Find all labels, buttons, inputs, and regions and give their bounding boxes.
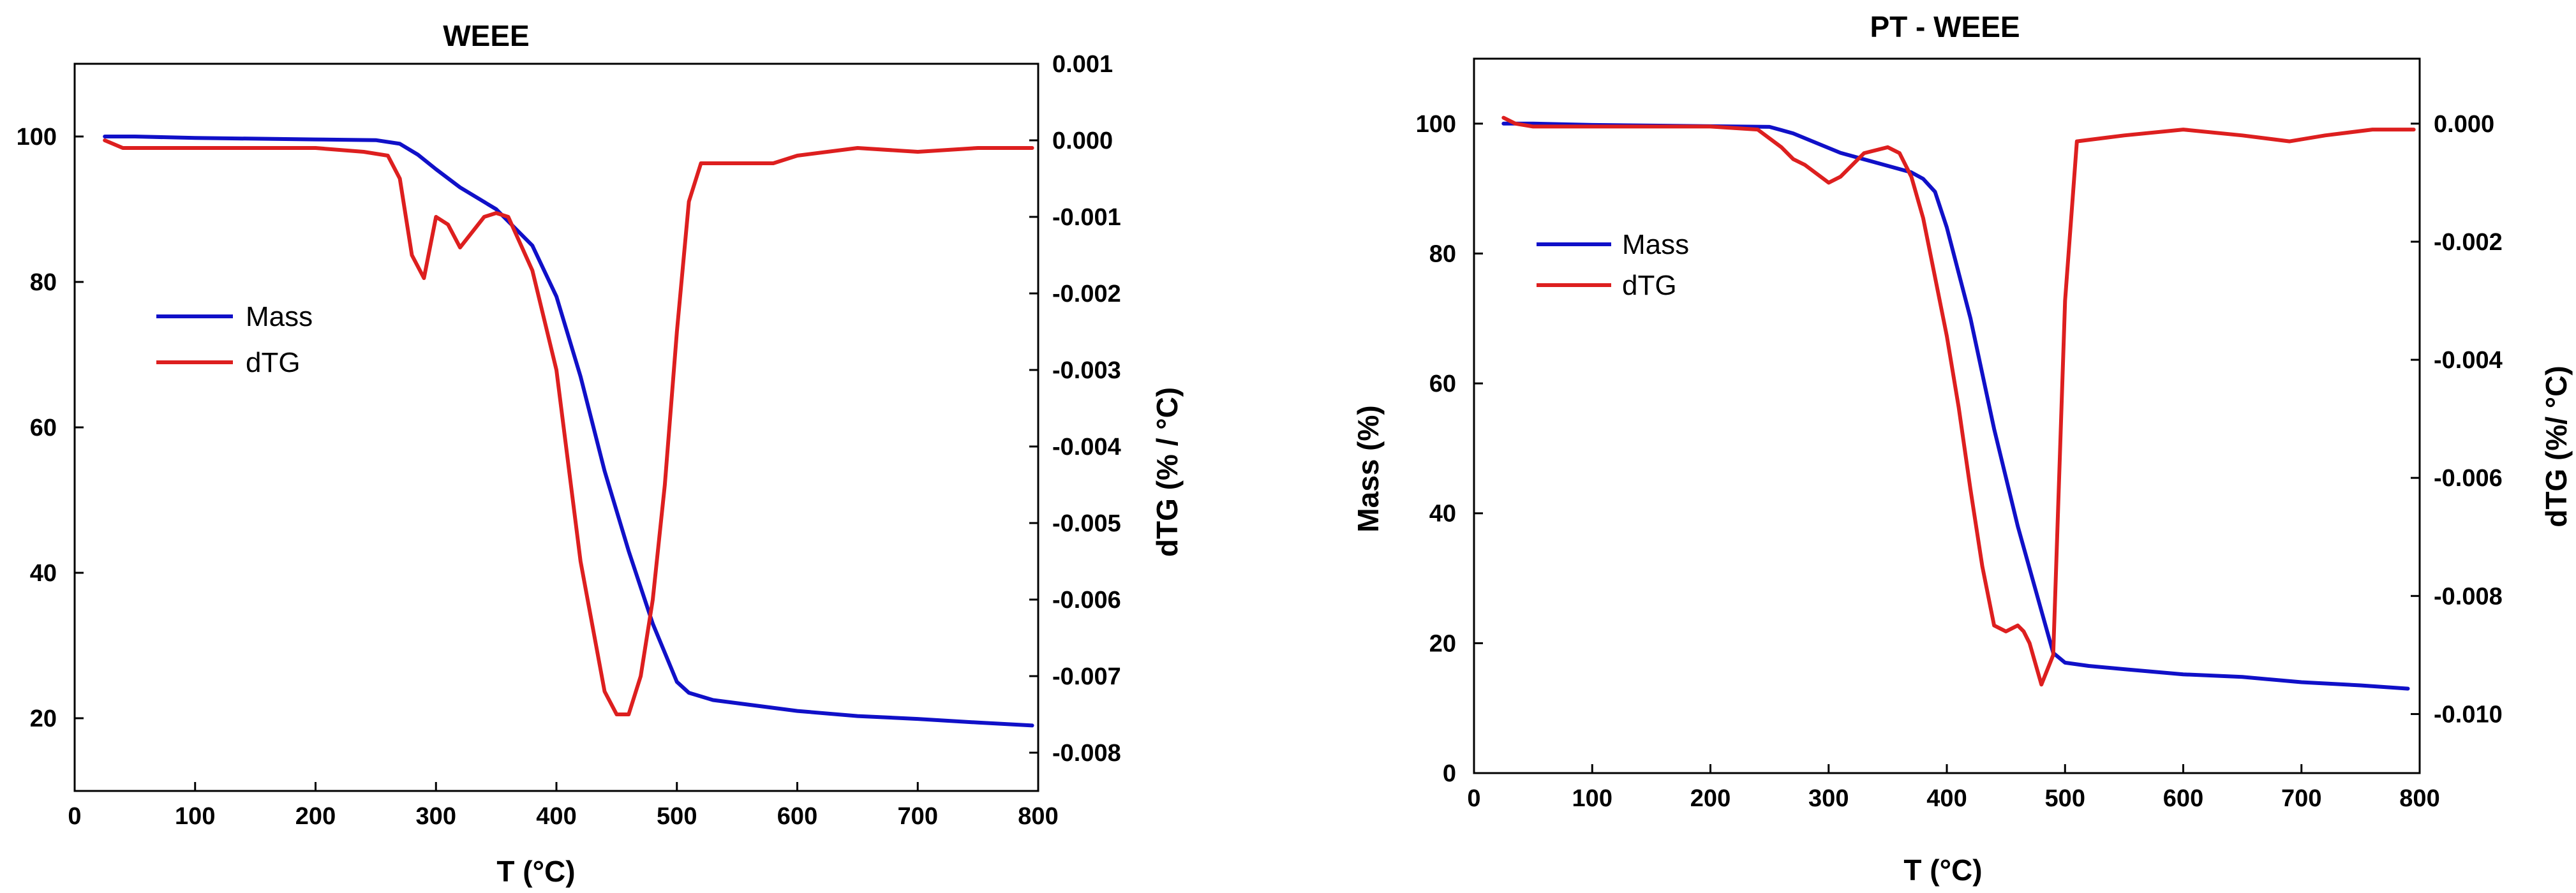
x-tick-label: 800 <box>2399 785 2439 812</box>
y-tick-label: 40 <box>30 560 57 587</box>
y-tick-label: 100 <box>17 124 57 151</box>
y2-tick-label: -0.001 <box>1052 204 1121 231</box>
y-tick-label: 60 <box>1429 371 1456 397</box>
chart-title: PT - WEEE <box>1870 10 2020 43</box>
y-tick-label: 80 <box>30 269 57 296</box>
x-tick-label: 700 <box>2281 785 2321 812</box>
y-tick-label: 80 <box>1429 240 1456 267</box>
y2-tick-label: -0.007 <box>1052 663 1121 690</box>
y2-tick-label: -0.004 <box>1052 434 1121 461</box>
x-tick-label: 500 <box>2045 785 2085 812</box>
x-tick-label: 200 <box>295 803 336 830</box>
legend: Mass dTG <box>1537 229 1689 301</box>
x-tick-label: 100 <box>175 803 215 830</box>
y-tick-label: 20 <box>1429 630 1456 657</box>
x-tick-label: 400 <box>1926 785 1967 812</box>
y-tick-label: 60 <box>30 415 57 441</box>
x-axis-title: T (°C) <box>1903 853 1982 887</box>
y2-axis-title: dTG (%/ °C) <box>2540 365 2573 527</box>
y2-tick-label: -0.004 <box>2434 347 2503 374</box>
x-tick-label: 100 <box>1572 785 1612 812</box>
y2-tick-label: 0.000 <box>2434 111 2494 138</box>
y2-tick-label: -0.006 <box>1052 587 1121 614</box>
series-line-dtg <box>103 138 1034 716</box>
series-line-dtg <box>1501 115 2416 687</box>
x-tick-label: 600 <box>2163 785 2203 812</box>
y2-tick-label: -0.003 <box>1052 357 1121 384</box>
y-tick-label: 100 <box>1416 111 1456 138</box>
y-tick-label: 0 <box>1443 760 1456 787</box>
legend-mass-label: Mass <box>246 301 313 332</box>
y2-tick-label: -0.002 <box>1052 281 1121 307</box>
plot-area: 0 100 200 300 400 500 600 700 800 0 20 40 60 80 100 0.0… <box>1416 57 2503 812</box>
y2-tick-label: -0.005 <box>1052 510 1121 537</box>
y-axis-title: Mass (%) <box>1351 405 1385 532</box>
y2-tick-label: -0.008 <box>2434 583 2503 610</box>
chart-weee: WEEE 0 100 200 300 400 500 600 700 800 20 40 60 80 10… <box>17 19 1184 888</box>
x-tick-label: 800 <box>1018 803 1058 830</box>
x-tick-label: 700 <box>898 803 938 830</box>
x-axis-title: T (°C) <box>496 855 575 888</box>
y2-tick-label: 0.000 <box>1052 128 1113 154</box>
x-tick-label: 600 <box>777 803 817 830</box>
legend-mass-label: Mass <box>1622 229 1689 260</box>
y-tick-label: 20 <box>30 705 57 732</box>
x-tick-label: 0 <box>1467 785 1480 812</box>
x-tick-label: 400 <box>536 803 576 830</box>
chart-title: WEEE <box>443 19 529 52</box>
y2-tick-label: -0.010 <box>2434 701 2503 728</box>
plot-area: 0 100 200 300 400 500 600 700 800 20 40 60 80 100 0.00… <box>17 51 1121 830</box>
y-tick-label: 40 <box>1429 501 1456 528</box>
y2-tick-label: -0.002 <box>2434 229 2503 256</box>
x-tick-label: 500 <box>657 803 697 830</box>
legend-dtg-label: dTG <box>246 347 301 378</box>
y2-tick-label: -0.008 <box>1052 740 1121 767</box>
legend-dtg-label: dTG <box>1622 270 1677 301</box>
series-line-mass <box>103 135 1034 728</box>
y2-axis-title: dTG (% / °C) <box>1150 387 1184 557</box>
x-tick-label: 0 <box>68 803 81 830</box>
x-tick-label: 200 <box>1690 785 1731 812</box>
x-tick-label: 300 <box>1808 785 1849 812</box>
legend: Mass dTG <box>156 301 313 378</box>
y2-tick-label: 0.001 <box>1052 51 1113 78</box>
y2-tick-label: -0.006 <box>2434 465 2503 492</box>
chart-pt-weee: PT - WEEE 0 100 200 300 400 500 600 700 800 0 20 40… <box>1351 10 2573 887</box>
x-tick-label: 300 <box>416 803 456 830</box>
